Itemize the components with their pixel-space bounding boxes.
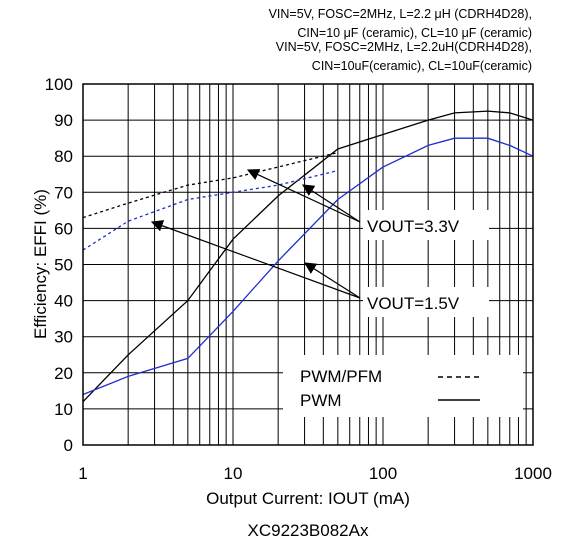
y-tick-label: 40 (54, 292, 73, 311)
y-tick-label: 20 (54, 364, 73, 383)
x-axis-label: Output Current: IOUT (mA) (206, 489, 410, 508)
arrow-3-3v-pfm (246, 169, 361, 223)
annotation-vout-3-3v: VOUT=3.3V (367, 217, 460, 236)
part-number: XC9223B082Ax (248, 521, 369, 540)
arrow-1-5v-pfm (150, 220, 361, 299)
x-tick-label: 1 (78, 464, 87, 483)
y-tick-label: 100 (45, 75, 73, 94)
series-line-1-5V-pwm-pfm (82, 169, 338, 251)
y-tick-label: 70 (54, 183, 73, 202)
y-tick-label: 90 (54, 111, 73, 130)
arrow-3-3v-pwm (301, 184, 361, 223)
annotation-box-1-5v (363, 287, 489, 317)
condition-line-1: VIN=5V, FOSC=2MHz, L=2.2 μH (CDRH4D28), (269, 7, 532, 21)
condition-line-3: VIN=5V, FOSC=2MHz, L=2.2uH(CDRH4D28), (276, 40, 532, 54)
legend-label-pwm: PWM (300, 391, 342, 410)
y-tick-label: 30 (54, 328, 73, 347)
arrow-1-5v-pwm (303, 262, 361, 299)
condition-line-2: CIN=10 μF (ceramic), CL=10 μF (ceramic) (297, 26, 532, 40)
series-line-3-3V-pwm (82, 110, 534, 403)
series-line-3-3V-pwm-pfm (82, 151, 338, 219)
plot-frame (82, 83, 534, 446)
x-tick-label: 10 (224, 464, 243, 483)
y-tick-label: 80 (54, 147, 73, 166)
y-tick-label: 60 (54, 219, 73, 238)
legend-box (283, 355, 523, 417)
y-tick-label: 10 (54, 400, 73, 419)
y-axis-label: Efficiency: EFFI (%) (31, 189, 50, 339)
y-tick-labels: 0 10 20 30 40 50 60 70 80 90 100 (45, 75, 73, 455)
data-series (82, 110, 534, 403)
y-tick-label: 50 (54, 256, 73, 275)
x-tick-labels: 1 10 100 1000 (78, 464, 552, 483)
series-line-1-5V-pwm (82, 137, 534, 396)
condition-line-4: CIN=10uF(ceramic), CL=10uF(ceramic) (312, 59, 532, 73)
legend-label-pwm-pfm: PWM/PFM (300, 367, 382, 386)
annotation-box-3-3v (363, 210, 489, 240)
annotation-vout-1-5v: VOUT=1.5V (367, 294, 460, 313)
x-tick-label: 100 (369, 464, 397, 483)
y-tick-label: 0 (64, 436, 73, 455)
x-tick-label: 1000 (514, 464, 552, 483)
